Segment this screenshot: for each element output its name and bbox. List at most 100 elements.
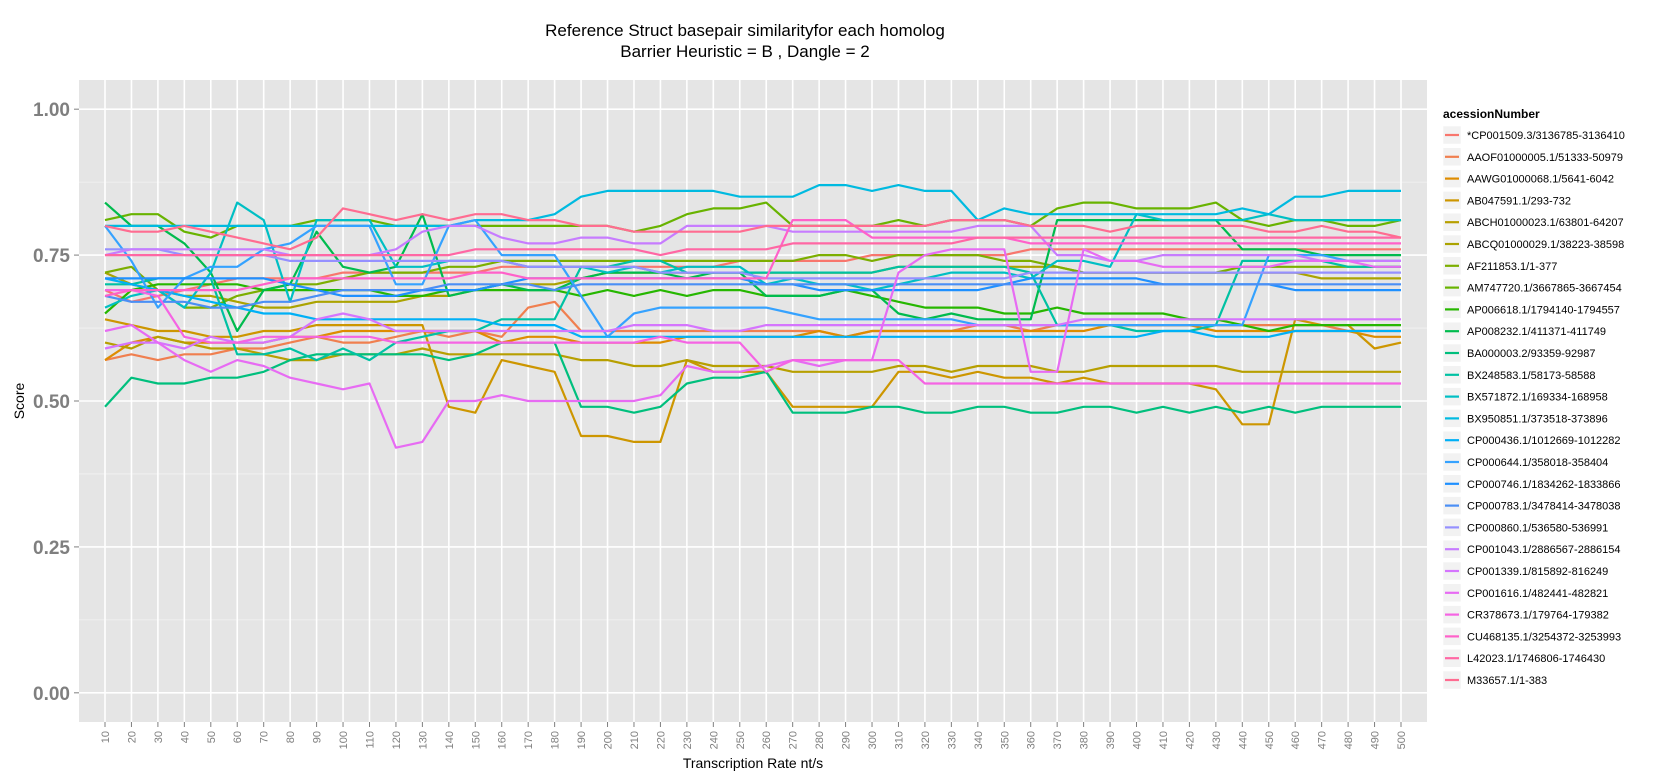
x-tick-label: 240 xyxy=(708,731,720,749)
y-tick-label: 1.00 xyxy=(33,100,70,121)
x-tick-label: 330 xyxy=(946,731,958,749)
x-tick-label: 190 xyxy=(576,731,588,749)
x-tick-label: 20 xyxy=(126,731,138,743)
x-tick-label: 450 xyxy=(1264,731,1276,749)
legend-item-label: CP000644.1/358018-358404 xyxy=(1467,457,1608,469)
x-tick-label: 420 xyxy=(1184,731,1196,749)
x-tick-label: 480 xyxy=(1343,731,1355,749)
legend-item-label: AP008232.1/411371-411749 xyxy=(1467,326,1606,338)
legend-item-label: M33657.1/1-383 xyxy=(1467,675,1547,687)
series-line xyxy=(104,248,1401,449)
x-tick-label: 470 xyxy=(1317,731,1329,749)
legend-item-label: *CP001509.3/3136785-3136410 xyxy=(1467,130,1625,142)
x-tick-label: 490 xyxy=(1370,731,1382,749)
series-line xyxy=(104,283,1401,309)
x-tick-label: 100 xyxy=(338,731,350,749)
x-tick-label: 260 xyxy=(761,731,773,749)
x-tick-label: 410 xyxy=(1158,731,1170,749)
x-tick-label: 200 xyxy=(603,731,615,749)
x-tick-label: 120 xyxy=(391,731,403,749)
series-line xyxy=(105,289,1401,385)
x-tick-label: 400 xyxy=(1132,731,1144,749)
chart-title: Reference Struct basepair similarityfor … xyxy=(545,21,945,40)
x-tick-label: 110 xyxy=(364,731,376,749)
legend-item-label: ABCQ01000029.1/38223-38598 xyxy=(1467,239,1624,251)
legend-item-label: CP000783.1/3478414-3478038 xyxy=(1467,501,1621,513)
x-tick-label: 360 xyxy=(1026,731,1038,749)
legend-item-label: AAWG01000068.1/5641-6042 xyxy=(1467,174,1614,186)
x-tick-label: 90 xyxy=(312,731,324,743)
legend-item-label: CU468135.1/3254372-3253993 xyxy=(1467,631,1621,643)
x-tick-label: 290 xyxy=(841,731,853,749)
x-tick-label: 390 xyxy=(1105,731,1117,749)
series-line xyxy=(104,341,1401,414)
legend-item-label: BX571872.1/169334-168958 xyxy=(1467,392,1608,404)
x-tick-label: 70 xyxy=(259,731,271,743)
legend: acessionNumber *CP001509.3/3136785-31364… xyxy=(1442,107,1625,690)
x-tick-label: 170 xyxy=(523,731,535,749)
x-tick-label: 320 xyxy=(920,731,932,749)
y-tick-label: 0.25 xyxy=(33,538,70,559)
chart-subtitle: Barrier Heuristic = B , Dangle = 2 xyxy=(620,42,869,61)
series-line xyxy=(104,312,1401,350)
x-tick-label: 430 xyxy=(1211,731,1223,749)
legend-item-label: BX950851.1/373518-373896 xyxy=(1467,413,1608,425)
legend-item-label: BA000003.2/93359-92987 xyxy=(1467,348,1595,360)
legend-item-label: AAOF01000005.1/51333-50979 xyxy=(1467,152,1623,164)
legend-item-label: AM747720.1/3667865-3667454 xyxy=(1467,283,1622,295)
x-tick-label: 380 xyxy=(1079,731,1091,749)
x-tick-label: 150 xyxy=(470,731,482,749)
x-tick-label: 500 xyxy=(1396,731,1408,749)
x-axis-title: Transcription Rate nt/s xyxy=(683,755,823,771)
legend-item-label: CR378673.1/179764-179382 xyxy=(1467,610,1609,622)
legend-item-label: AF211853.1/1-377 xyxy=(1467,261,1557,273)
series-lines xyxy=(104,184,1402,449)
x-tick-label: 310 xyxy=(893,731,905,749)
x-tick-label: 300 xyxy=(867,731,879,749)
legend-title: acessionNumber xyxy=(1443,107,1540,121)
legend-item-label: CP001043.1/2886567-2886154 xyxy=(1467,544,1621,556)
series-line xyxy=(104,207,1402,251)
legend-item-label: AB047591.1/293-732 xyxy=(1467,195,1571,207)
y-tick-label: 0.50 xyxy=(33,392,70,413)
x-tick-label: 40 xyxy=(179,731,191,743)
x-tick-label: 270 xyxy=(788,731,800,749)
legend-item-label: AP006618.1/1794140-1794557 xyxy=(1467,304,1620,316)
legend-item-label: CP001616.1/482441-482821 xyxy=(1467,588,1608,600)
x-tick-label: 50 xyxy=(206,731,218,743)
x-tick-label: 30 xyxy=(153,731,165,743)
y-axis-title: Score xyxy=(11,383,27,420)
x-tick-label: 370 xyxy=(1052,731,1064,749)
y-tick-label: 0.75 xyxy=(33,246,70,267)
x-tick-label: 140 xyxy=(444,731,456,749)
legend-item-label: CP001339.1/815892-816249 xyxy=(1467,566,1608,578)
x-tick-label: 210 xyxy=(629,731,641,749)
x-tick-label: 220 xyxy=(655,731,667,749)
y-axis-ticks: 0.00 0.25 0.50 0.75 1.00 xyxy=(33,100,79,705)
series-line xyxy=(104,219,1401,338)
x-tick-label: 280 xyxy=(814,731,826,749)
x-tick-label: 80 xyxy=(285,731,297,743)
series-line xyxy=(105,248,1401,280)
series-line xyxy=(104,219,1401,297)
x-tick-label: 160 xyxy=(497,731,509,749)
legend-item-label: CP000436.1/1012669-1012282 xyxy=(1467,435,1621,447)
x-tick-label: 130 xyxy=(417,731,429,749)
x-tick-label: 230 xyxy=(682,731,694,749)
legend-item-label: L42023.1/1746806-1746430 xyxy=(1467,653,1605,665)
legend-item-label: CP000860.1/536580-536991 xyxy=(1467,522,1608,534)
x-tick-label: 180 xyxy=(550,731,562,749)
series-line xyxy=(105,236,1401,257)
x-tick-label: 340 xyxy=(973,731,985,749)
x-tick-label: 60 xyxy=(232,731,244,743)
x-tick-label: 460 xyxy=(1290,731,1302,749)
x-tick-label: 350 xyxy=(999,731,1011,749)
x-tick-label: 440 xyxy=(1237,731,1249,749)
x-axis-ticks: 10 20 30 40 50 60 70 80 90 100 110 120 130 140 150 160 1… xyxy=(100,722,1408,749)
legend-item-label: CP000746.1/1834262-1833866 xyxy=(1467,479,1621,491)
legend-item-label: ABCH01000023.1/63801-64207 xyxy=(1467,217,1624,229)
x-tick-label: 250 xyxy=(735,731,747,749)
x-tick-label: 10 xyxy=(100,731,112,743)
y-tick-label: 0.00 xyxy=(33,684,70,705)
